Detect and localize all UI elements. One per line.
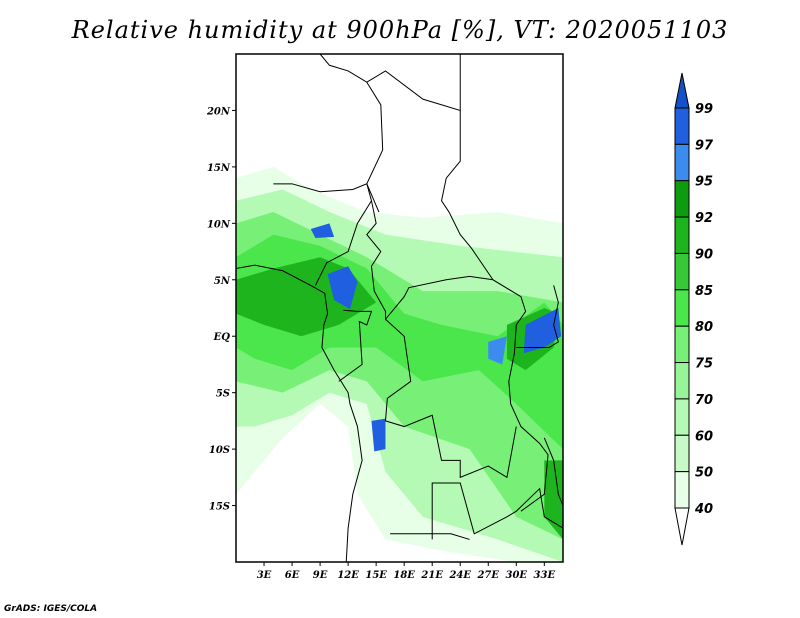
colorbar-label: 40: [694, 502, 713, 517]
x-tick-label: 6E: [285, 570, 300, 581]
border-line: [273, 183, 380, 213]
y-tick-label: EQ: [213, 332, 231, 343]
colorbar-label: 85: [695, 284, 713, 299]
border-line: [236, 264, 363, 562]
colorbar-label: 97: [695, 138, 714, 153]
humidity-contour: [327, 266, 358, 310]
colorbar-label: 92: [695, 211, 713, 226]
border-line: [319, 54, 461, 112]
colorbar-segment: [674, 325, 690, 364]
x-tick-label: 12E: [337, 570, 359, 581]
y-axis: 20N 15N 10N 5N EQ 5S 10S 15S: [206, 106, 236, 513]
y-tick-label: 5S: [216, 389, 230, 400]
border-line: [384, 318, 517, 479]
map-frame: [235, 53, 564, 563]
border-line: [390, 533, 470, 540]
y-tick-label: 15S: [209, 502, 230, 513]
border-line: [441, 110, 494, 281]
colorbar-segment: [674, 434, 690, 473]
colorbar-label: 99: [695, 102, 713, 117]
x-tick-label: 24E: [448, 570, 471, 581]
border-line: [314, 200, 372, 286]
x-tick-label: 33E: [534, 570, 556, 581]
colorbar-top-arrow: [674, 72, 690, 109]
colorbar-segment: [674, 143, 690, 182]
y-tick-label: 20N: [206, 106, 231, 117]
y-tick-label: 5N: [214, 276, 231, 287]
humidity-field: [236, 166, 563, 562]
colorbar-segment: [674, 398, 690, 436]
colorbar-segment: [674, 216, 690, 254]
credit-text: GrADS: IGES/COLA: [4, 604, 98, 614]
humidity-contour: [371, 418, 386, 452]
colorbar-label: 75: [695, 357, 713, 372]
border-line: [366, 81, 549, 512]
colorbar-segment: [674, 289, 690, 327]
colorbar-label: 60: [695, 429, 713, 444]
humidity-contour: [310, 223, 335, 239]
y-tick-label: 10N: [207, 219, 231, 230]
x-tick-label: 9E: [313, 570, 328, 581]
colorbar-segment: [674, 180, 690, 218]
colorbar-bottom-arrow: [674, 507, 690, 546]
x-tick-label: 30E: [506, 570, 528, 581]
colorbar-segment: [674, 362, 690, 400]
colorbar-segment: [674, 107, 690, 145]
x-tick-label: 18E: [393, 570, 415, 581]
colorbar-label: 95: [695, 175, 713, 190]
border-line: [431, 482, 563, 540]
y-tick-label: 15N: [207, 163, 231, 174]
border-line: [543, 437, 563, 506]
colorbar-label: 70: [695, 393, 713, 408]
country-borders: [236, 54, 563, 562]
x-axis: 3E 6E 9E 12E 15E 18E 21E 24E 27E 30E 33E: [257, 562, 556, 581]
colorbar-segment: [674, 252, 690, 291]
humidity-contour: [488, 336, 507, 365]
x-tick-label: 27E: [476, 570, 499, 581]
colorbar: 99 97 95 92 90 85 80 75 70 60 50 40: [674, 72, 714, 546]
colorbar-label: 90: [695, 247, 713, 262]
colorbar-label: 80: [695, 320, 713, 335]
x-tick-label: 21E: [420, 570, 443, 581]
y-tick-label: 10S: [209, 445, 230, 456]
border-line: [516, 285, 559, 349]
plot-title: Relative humidity at 900hPa [%], VT: 202…: [71, 16, 729, 44]
x-tick-label: 3E: [257, 570, 272, 581]
border-line: [338, 309, 373, 382]
colorbar-segment: [674, 471, 690, 509]
x-tick-label: 15E: [365, 570, 387, 581]
colorbar-label: 50: [695, 466, 713, 481]
humidity-contour: [523, 308, 562, 354]
